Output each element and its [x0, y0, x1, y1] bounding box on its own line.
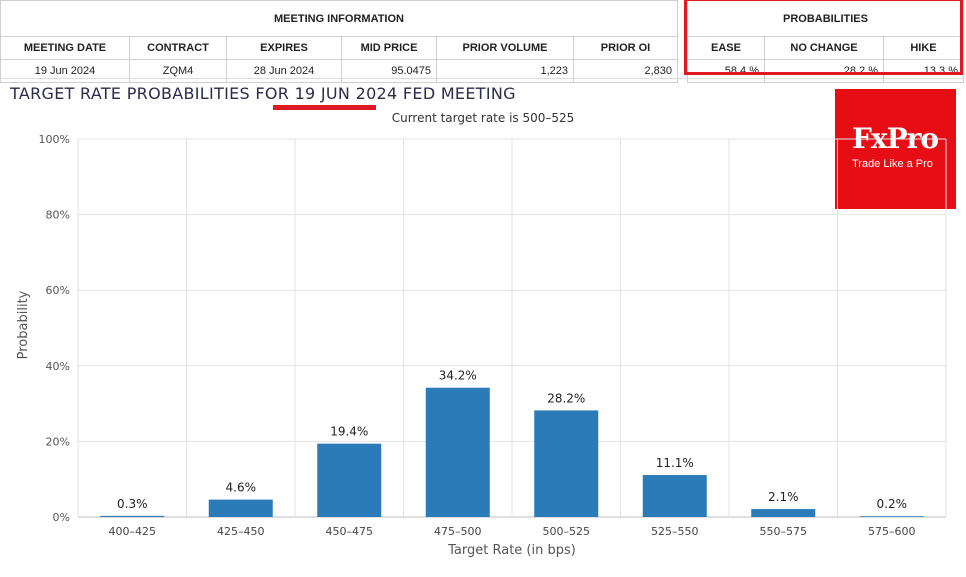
bar [100, 515, 165, 517]
bar [425, 387, 490, 517]
x-tick-label: 500–525 [543, 525, 591, 538]
x-tick-label: 425–450 [217, 525, 265, 538]
contract-cell: ZQM4 [129, 59, 227, 83]
fxpro-logo: FxPro Trade Like a Pro [835, 89, 956, 209]
probabilities-header-row: EASE NO CHANGE HIKE [687, 36, 964, 60]
y-tick-label: 60% [46, 284, 70, 297]
column-header: PRIOR OI [573, 36, 678, 60]
ease-cell: 58.4 % [687, 59, 765, 83]
data-label: 11.1% [656, 456, 694, 470]
data-label: 2.1% [768, 490, 799, 504]
prior-volume-cell: 1,223 [436, 59, 574, 83]
meeting-information-table: MEETING INFORMATION MEETING DATE CONTRAC… [0, 0, 678, 83]
x-tick-label: 400–425 [109, 525, 157, 538]
y-tick-label: 0% [53, 511, 70, 524]
y-tick-label: 100% [39, 133, 70, 146]
chart-title-date: 19 JUN 2024 [294, 84, 398, 103]
bar [859, 516, 924, 517]
expires-cell: 28 Jun 2024 [226, 59, 342, 83]
y-tick-label: 80% [46, 209, 70, 222]
x-axis-title: Target Rate (in bps) [447, 543, 576, 558]
meeting-information-title: MEETING INFORMATION [0, 0, 678, 37]
data-label: 0.2% [877, 497, 908, 511]
y-tick-label: 20% [46, 435, 70, 448]
x-tick-label: 525–550 [651, 525, 699, 538]
bar [317, 443, 382, 517]
data-label: 19.4% [330, 425, 368, 439]
logo-tagline: Trade Like a Pro [852, 158, 933, 170]
chart-title: TARGET RATE PROBABILITIES FOR 19 JUN 202… [10, 84, 516, 103]
chart-title-prefix: TARGET RATE PROBABILITIES FOR [10, 84, 295, 103]
probabilities-title: PROBABILITIES [687, 0, 964, 37]
chart-subtitle: Current target rate is 500–525 [391, 111, 575, 125]
column-header: EASE [687, 36, 765, 60]
bar [208, 499, 273, 517]
title-date-underline [273, 105, 376, 110]
data-label: 4.6% [226, 481, 257, 495]
x-tick-label: 575–600 [868, 525, 916, 538]
chart-title-suffix: FED MEETING [397, 84, 516, 103]
chart-panel [0, 78, 966, 577]
y-axis-title: Probability [16, 290, 31, 359]
column-header: EXPIRES [226, 36, 342, 60]
column-header: HIKE [883, 36, 964, 60]
bar [642, 475, 707, 517]
bar [751, 509, 816, 517]
bar [534, 410, 599, 517]
mid-price-cell: 95.0475 [341, 59, 437, 83]
prior-oi-cell: 2,830 [573, 59, 678, 83]
column-header: NO CHANGE [764, 36, 884, 60]
data-label: 28.2% [547, 391, 585, 405]
y-tick-label: 40% [46, 360, 70, 373]
x-tick-label: 475–500 [434, 525, 482, 538]
meeting-information-header-row: MEETING DATE CONTRACT EXPIRES MID PRICE … [0, 36, 678, 60]
data-label: 0.3% [117, 497, 148, 511]
column-header: MEETING DATE [0, 36, 130, 60]
data-label: 34.2% [439, 369, 477, 383]
x-tick-label: 550–575 [760, 525, 808, 538]
x-tick-label: 450–475 [326, 525, 374, 538]
table-row: 19 Jun 2024 ZQM4 28 Jun 2024 95.0475 1,2… [0, 59, 678, 83]
meeting-date-cell: 19 Jun 2024 [0, 59, 130, 83]
